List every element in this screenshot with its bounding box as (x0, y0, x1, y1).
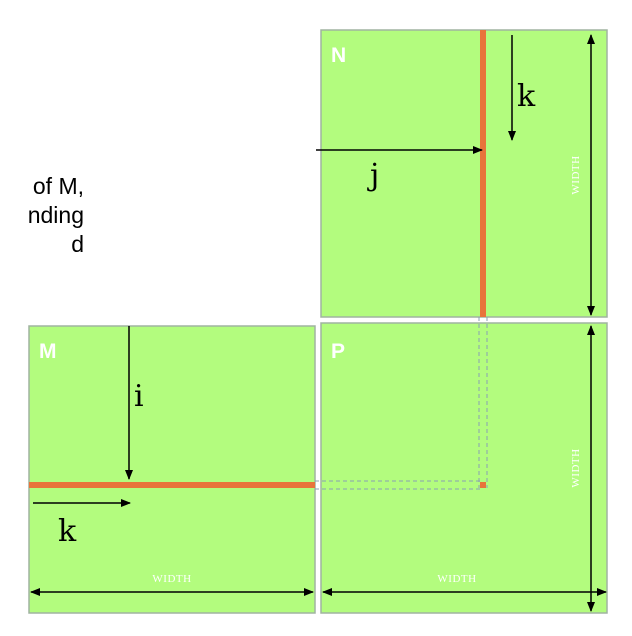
p-height-label: WIDTH (570, 448, 582, 487)
p-width-label: WIDTH (437, 573, 476, 585)
n-j-label: j (367, 158, 379, 193)
matrix-p-body (320, 322, 608, 614)
m-i-label: i (134, 379, 144, 414)
matrix-p: P WIDTH WIDTH (320, 322, 608, 614)
matrix-n-label: N (331, 44, 346, 67)
caption-line-2: nding (27, 202, 84, 228)
guide-lines (315, 317, 488, 490)
matrix-p-element-highlight (480, 482, 486, 488)
matrix-m-row-highlight (29, 482, 315, 488)
n-k-label: k (517, 79, 536, 114)
matrix-n-body (320, 29, 608, 318)
m-k-label: k (58, 514, 77, 549)
caption-line-3: d (71, 231, 84, 257)
matrix-n-column-highlight (480, 30, 486, 317)
n-height-label: WIDTH (570, 155, 582, 194)
matrix-m-label: M (39, 340, 57, 363)
matrix-p-label: P (331, 340, 345, 363)
matrix-m: M i k WIDTH (28, 325, 316, 614)
matrix-m-body (28, 325, 316, 614)
m-width-label: WIDTH (152, 573, 191, 585)
caption-text: of M, nding d (0, 172, 84, 259)
matrix-n: N k j WIDTH (316, 29, 608, 318)
caption-line-1: of M, (32, 173, 84, 199)
